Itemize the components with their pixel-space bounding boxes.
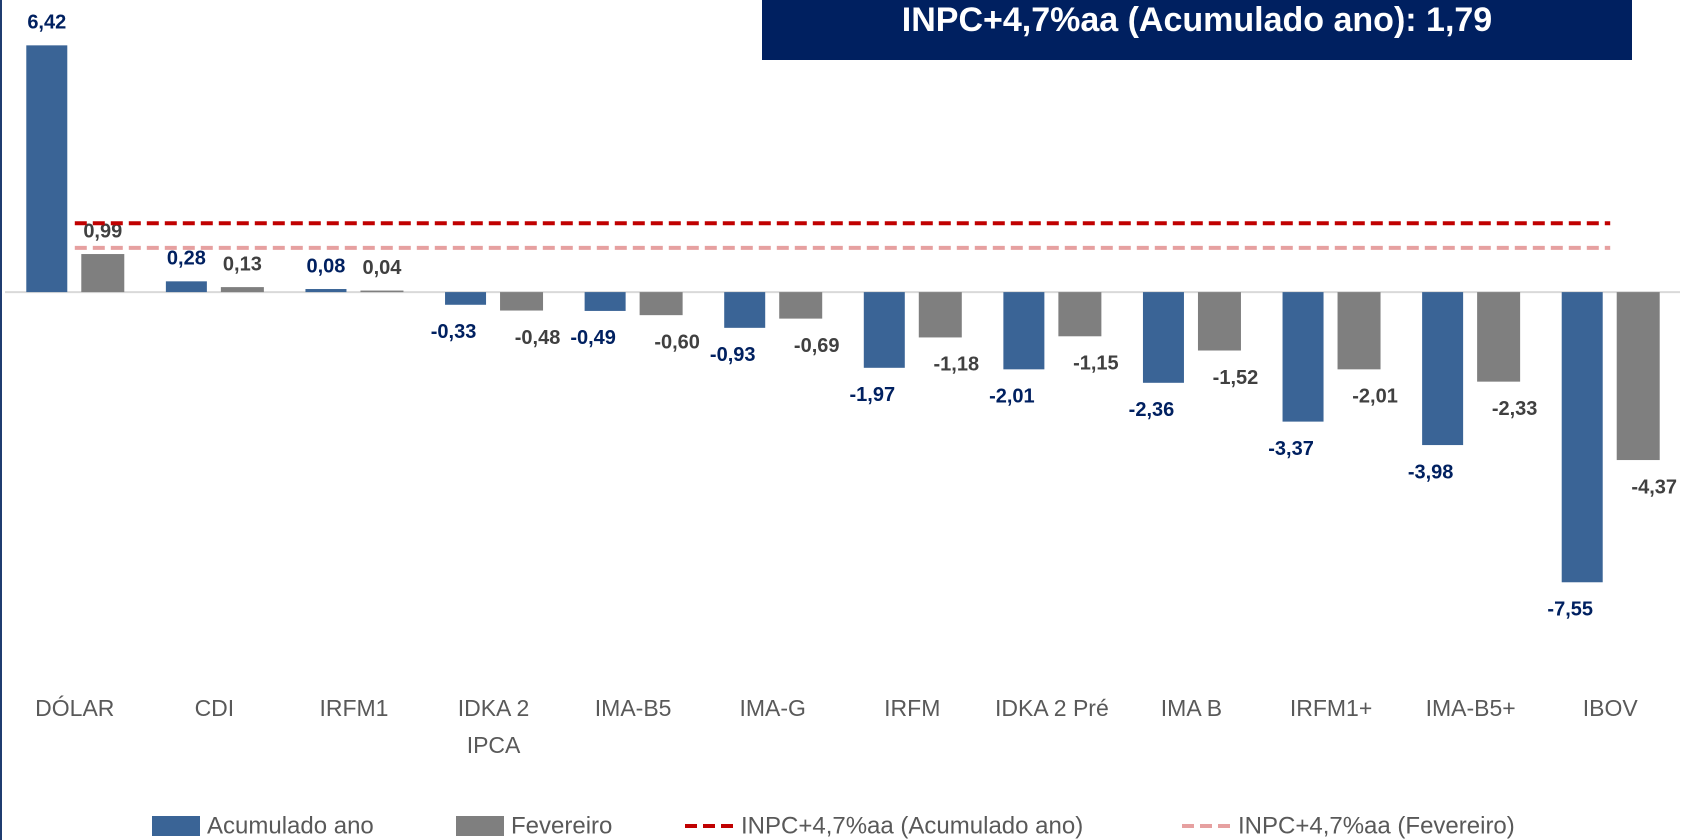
- data-label: -2,33: [1492, 398, 1538, 420]
- data-label: -7,55: [1547, 599, 1593, 621]
- data-label: -1,15: [1073, 353, 1119, 375]
- bar: [724, 292, 766, 328]
- x-tick-label: IDKA 2 IPCA: [457, 695, 530, 758]
- bar: [1337, 292, 1381, 370]
- bar: [220, 287, 264, 293]
- bar: [445, 292, 487, 305]
- data-label: 0,08: [306, 255, 345, 277]
- data-label: -3,98: [1408, 461, 1454, 483]
- bar: [500, 292, 544, 311]
- x-tick-label: IMA-B5+: [1425, 695, 1516, 721]
- bar: [918, 292, 962, 338]
- data-label: 0,99: [83, 220, 122, 242]
- data-label: -2,01: [1352, 386, 1398, 408]
- data-label: -0,93: [710, 344, 756, 366]
- legend-label: INPC+4,7%aa (Acumulado ano): [741, 812, 1083, 839]
- x-tick-label: IMA-B5: [594, 695, 672, 721]
- bar: [1058, 292, 1102, 337]
- x-tick-label: IMA B: [1160, 695, 1223, 721]
- x-tick-label: DÓLAR: [35, 695, 115, 721]
- legend-swatch: [152, 816, 200, 836]
- bar: [165, 281, 207, 293]
- bar: [1142, 292, 1184, 383]
- data-label: -4,37: [1631, 476, 1677, 498]
- data-label: -0,48: [515, 327, 561, 349]
- bar: [584, 292, 626, 311]
- bar: [1561, 292, 1603, 583]
- chart-title: INPC+4,7%aa (Acumulado ano): 1,79: [902, 1, 1492, 39]
- bar: [1197, 292, 1241, 351]
- data-label: -3,37: [1268, 438, 1314, 460]
- data-label: -0,33: [431, 321, 477, 343]
- bar: [863, 292, 905, 368]
- legend-label: Acumulado ano: [207, 812, 374, 839]
- title-box: [762, 0, 1632, 60]
- bar: [639, 292, 683, 316]
- x-tick-label: IBOV: [1582, 695, 1638, 721]
- x-tick-label: IDKA 2 Pré: [994, 695, 1109, 721]
- data-label: 6,42: [27, 12, 66, 34]
- data-label: 0,28: [167, 248, 206, 270]
- bar: [81, 254, 125, 293]
- bar: [1422, 292, 1464, 446]
- x-tick-label: IRFM1: [319, 695, 389, 721]
- bar: [305, 289, 347, 293]
- data-label: -2,01: [989, 386, 1035, 408]
- x-tick-label: IMA-G: [739, 695, 806, 721]
- bar: [1003, 292, 1045, 370]
- bar: [1477, 292, 1521, 382]
- bar: [1616, 292, 1660, 461]
- bar: [26, 45, 68, 293]
- bar: [779, 292, 823, 319]
- bar: [360, 290, 404, 293]
- x-tick-label: IRFM: [884, 695, 941, 721]
- data-label: -2,36: [1129, 399, 1175, 421]
- data-label: -1,97: [849, 384, 895, 406]
- data-label: 0,13: [223, 253, 262, 275]
- data-label: -0,69: [794, 335, 840, 357]
- bar: [1282, 292, 1324, 422]
- legend-label: INPC+4,7%aa (Fevereiro): [1238, 812, 1515, 839]
- data-label: -1,18: [933, 354, 979, 376]
- data-label: 0,04: [362, 257, 402, 279]
- x-tick-label: IRFM1+: [1289, 695, 1373, 721]
- data-label: -0,49: [570, 327, 616, 349]
- data-label: -1,52: [1213, 367, 1259, 389]
- x-tick-label: CDI: [194, 695, 235, 721]
- legend-label: Fevereiro: [511, 812, 612, 839]
- legend-swatch: [456, 816, 504, 836]
- data-label: -0,60: [654, 331, 700, 353]
